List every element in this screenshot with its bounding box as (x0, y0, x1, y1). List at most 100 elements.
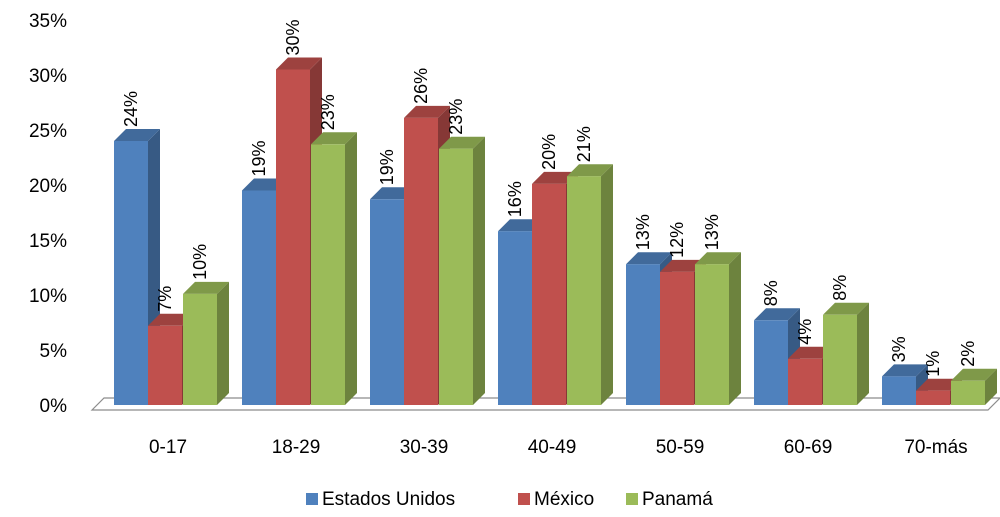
bar (754, 308, 800, 405)
bars (114, 57, 997, 406)
y-tick-label: 30% (29, 66, 67, 87)
x-tick-label: 40-49 (528, 437, 577, 458)
data-label: 13% (633, 214, 653, 250)
bar-top (404, 105, 450, 118)
bar (823, 302, 869, 405)
bar (695, 252, 741, 405)
x-tick-label: 0-17 (149, 437, 187, 458)
bar-front (114, 141, 148, 405)
bar-front (148, 325, 182, 405)
bar-top (567, 164, 613, 177)
bar-top (823, 302, 869, 315)
bar (183, 281, 229, 405)
bar-top (276, 57, 322, 70)
bar (311, 132, 357, 406)
bar-front (242, 190, 276, 405)
data-label: 2% (958, 341, 978, 367)
bar-side (473, 136, 485, 405)
bar-top (626, 252, 672, 265)
legend-item: Panamá (626, 489, 713, 510)
data-label: 3% (889, 336, 909, 362)
x-tick-label: 18-29 (272, 437, 321, 458)
x-tick-label: 70-más (904, 437, 967, 458)
data-label: 24% (121, 91, 141, 127)
bar-side (729, 252, 741, 405)
bar-top (695, 252, 741, 265)
legend: Estados Unidos México Panamá (306, 489, 713, 510)
bar-front (276, 69, 310, 405)
y-tick-label: 10% (29, 286, 67, 307)
data-label: 30% (283, 19, 303, 55)
bar-front (788, 358, 822, 405)
bar (567, 164, 613, 405)
bar-side (217, 281, 229, 405)
bar-front (439, 148, 473, 405)
data-label: 26% (411, 68, 431, 104)
data-label: 20% (539, 134, 559, 170)
legend-swatch (306, 493, 318, 505)
data-label: 23% (446, 99, 466, 135)
data-label: 13% (702, 214, 722, 250)
bar-front (404, 117, 438, 406)
y-tick-label: 0% (40, 396, 68, 417)
y-tick-label: 20% (29, 176, 67, 197)
x-tick-label: 50-59 (656, 437, 705, 458)
bar-front (951, 380, 985, 405)
data-label: 8% (830, 275, 850, 301)
data-label: 21% (574, 126, 594, 162)
bar-top (916, 378, 962, 391)
data-label: 4% (795, 319, 815, 345)
bar-top (532, 171, 578, 184)
bar-front (498, 231, 532, 405)
legend-label: Panamá (642, 489, 713, 510)
bar-front (567, 176, 601, 405)
bar-side (345, 132, 357, 406)
bar-top (311, 132, 357, 145)
bar (951, 368, 997, 405)
bar-top (951, 368, 997, 381)
bar-side (601, 164, 613, 405)
data-label: 19% (249, 140, 269, 176)
data-label: 8% (761, 280, 781, 306)
data-label: 7% (155, 286, 175, 312)
data-label: 16% (505, 181, 525, 217)
bar-top (882, 364, 928, 377)
bar-top (754, 308, 800, 321)
bar-side (857, 302, 869, 405)
y-tick-label: 35% (29, 11, 67, 32)
bar-front (754, 320, 788, 405)
legend-item: México (518, 489, 594, 510)
data-label: 10% (190, 244, 210, 280)
bar-top (439, 136, 485, 149)
y-tick-label: 15% (29, 231, 67, 252)
legend-swatch (518, 493, 530, 505)
y-axis: 0% 5% 10% 15% 20% 25% 30% 35% (29, 11, 67, 417)
bar-front (695, 264, 729, 405)
bar-front (370, 199, 404, 405)
data-label: 12% (667, 222, 687, 258)
legend-item: Estados Unidos (306, 489, 455, 510)
legend-label: México (534, 489, 594, 510)
bar-top (183, 281, 229, 294)
y-tick-label: 25% (29, 121, 67, 142)
bar-front (882, 376, 916, 405)
legend-swatch (626, 493, 638, 505)
data-label: 23% (318, 94, 338, 130)
x-tick-label: 60-69 (784, 437, 833, 458)
data-label: 1% (923, 351, 943, 377)
legend-label: Estados Unidos (322, 489, 455, 510)
bar-top (660, 259, 706, 272)
y-tick-label: 5% (40, 341, 68, 362)
x-tick-label: 30-39 (400, 437, 449, 458)
bar-front (311, 144, 345, 406)
bar-front (660, 271, 694, 405)
bar-top (148, 313, 194, 326)
bar-front (916, 390, 950, 405)
data-labels: 24% 7% 10% 19% 30% 23% 19% 26% 23% 16% 20% 21% 13% 12… (121, 19, 978, 376)
bar (439, 136, 485, 405)
bar-front (823, 314, 857, 405)
data-label: 19% (377, 149, 397, 185)
bar-front (183, 293, 217, 405)
bar-front (626, 264, 660, 405)
